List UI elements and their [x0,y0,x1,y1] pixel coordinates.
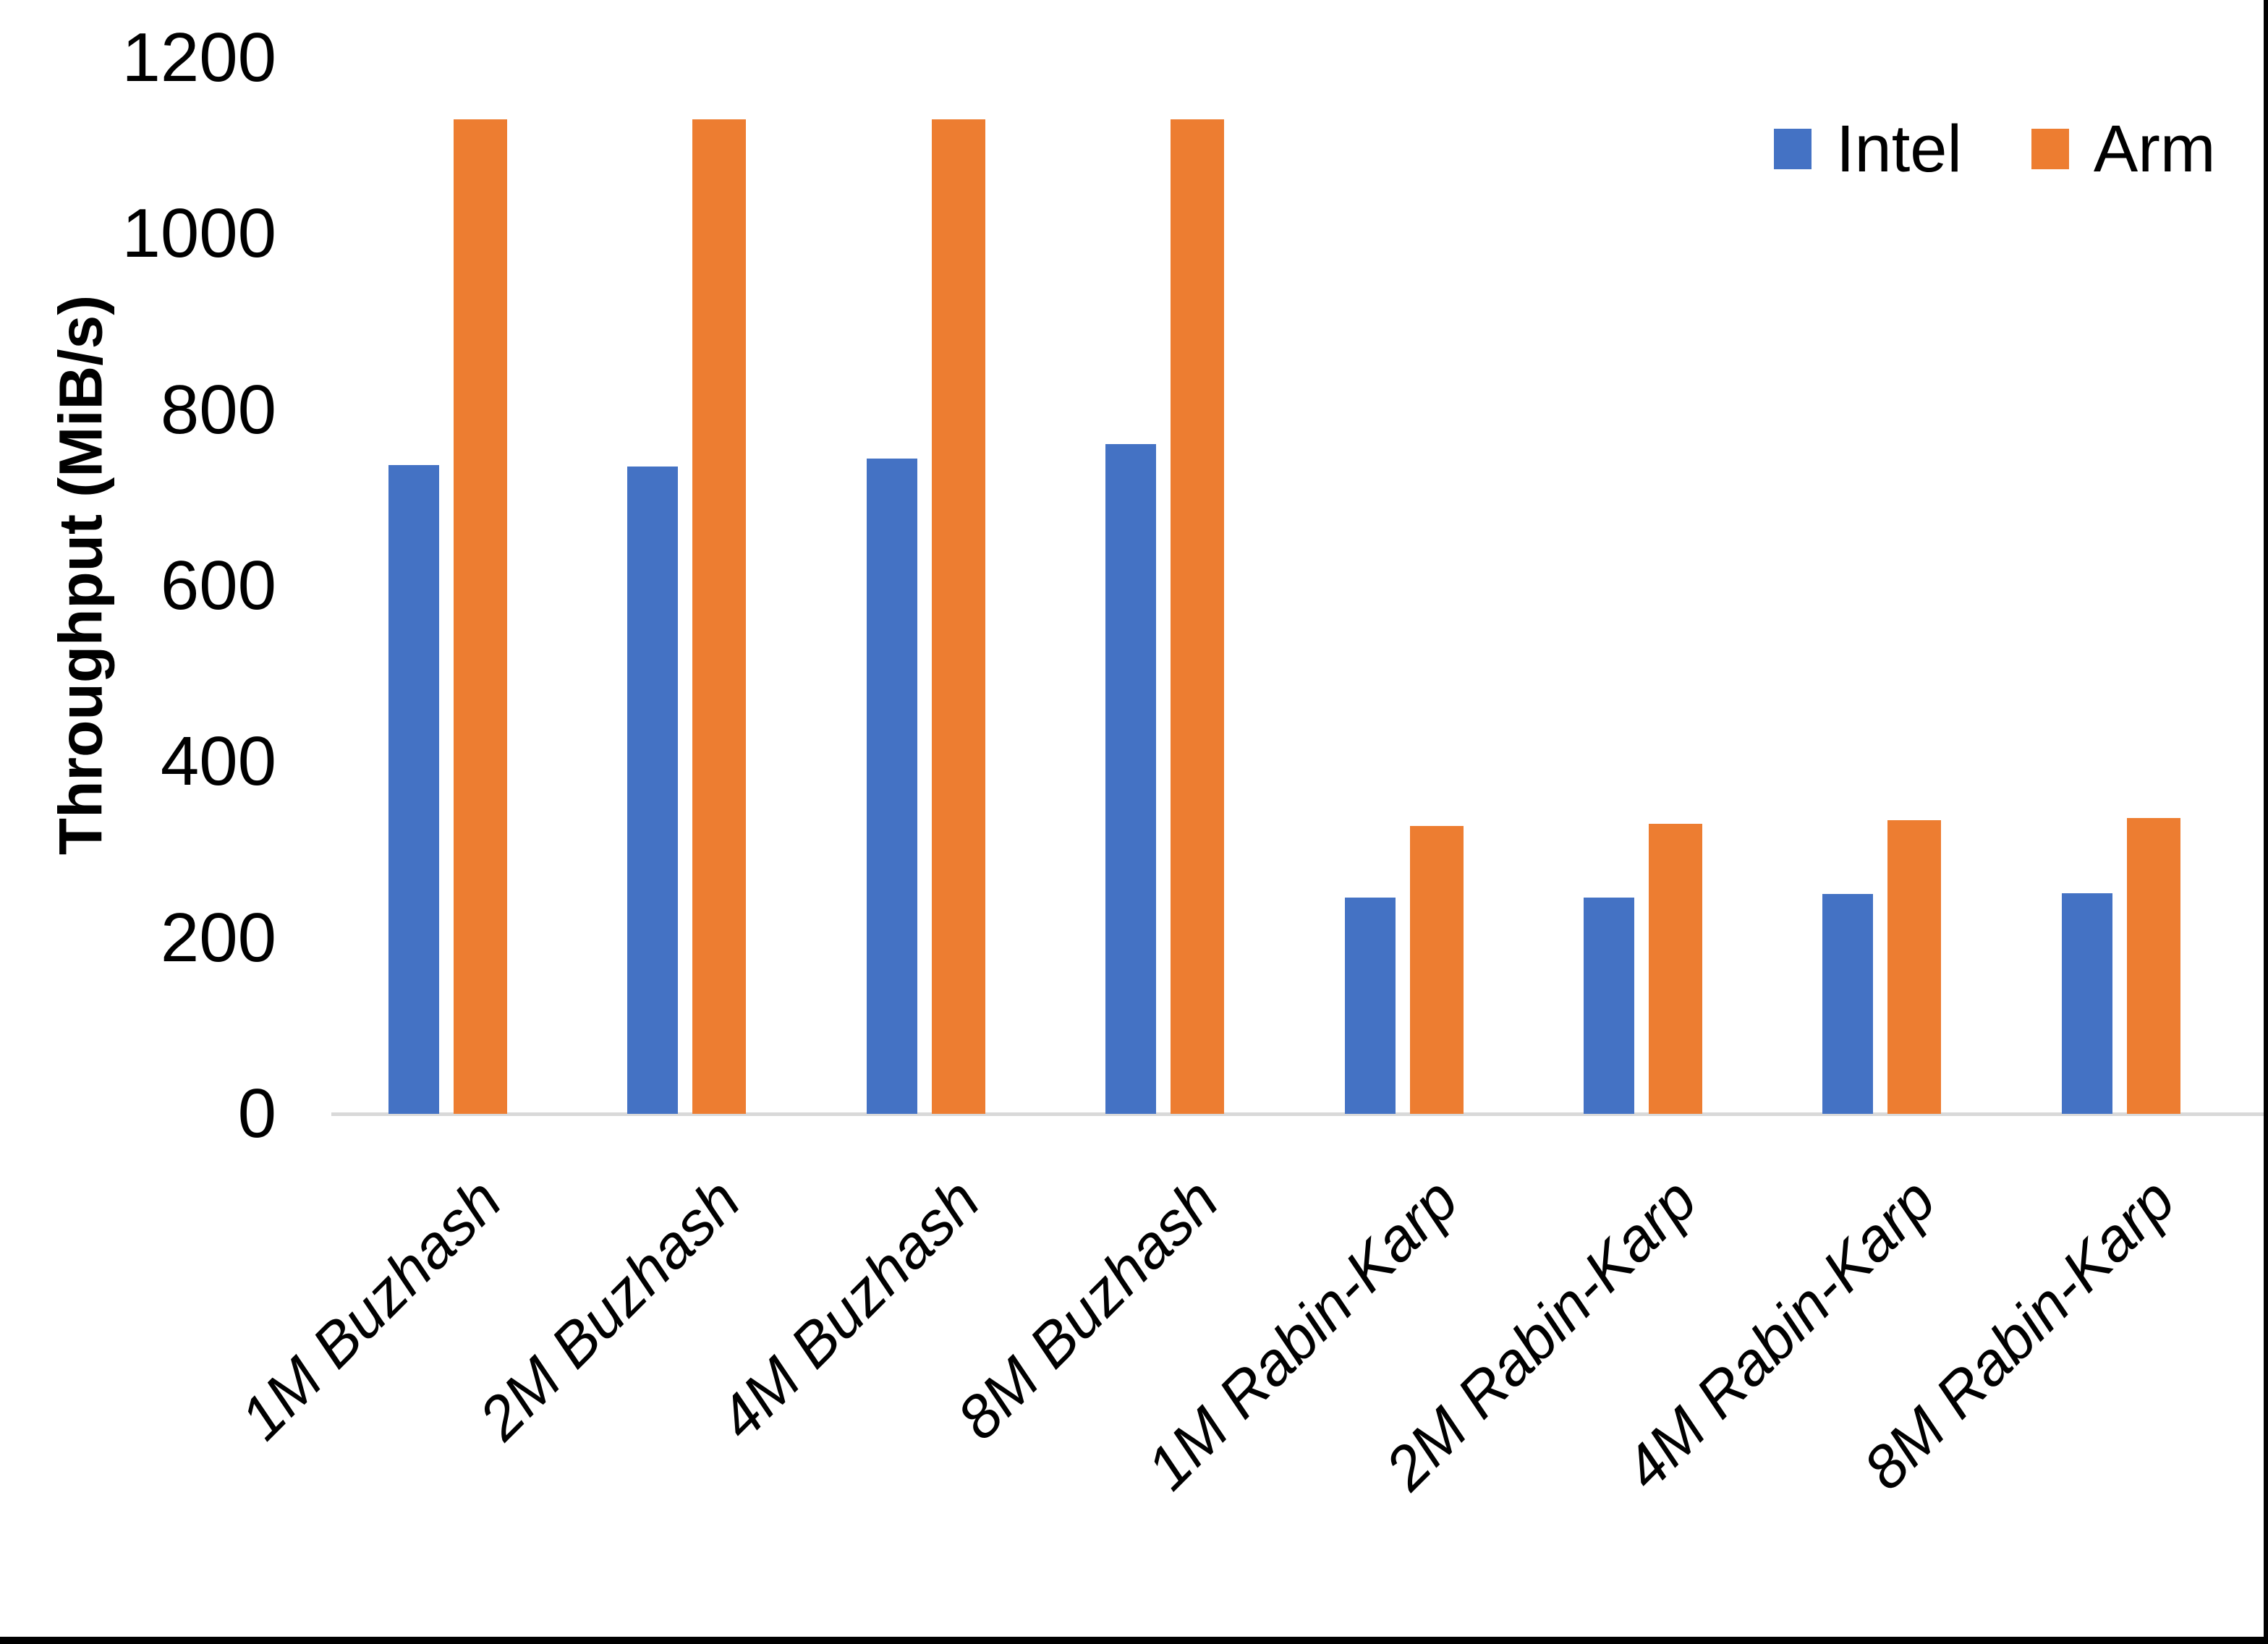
y-tick-label-400: 400 [160,723,276,801]
bar-arm-1m-rabin-karp [1409,826,1464,1114]
bar-arm-8m-buzhash [1171,119,1225,1114]
window-border-right [2264,0,2268,1644]
legend-label-intel: Intel [1836,112,1962,186]
bar-arm-4m-buzhash [931,119,985,1114]
bar-intel-4m-rabin-karp [1822,893,1874,1114]
legend-swatch-arm [2031,129,2069,169]
legend-label-arm: Arm [2093,112,2216,186]
y-tick-label-0: 0 [237,1075,276,1152]
bar-arm-4m-rabin-karp [1887,819,1942,1114]
bar-intel-8m-rabin-karp [2061,893,2112,1114]
y-tick-label-600: 600 [160,547,276,624]
bar-intel-4m-buzhash [866,458,917,1114]
bar-arm-2m-rabin-karp [1649,823,1702,1114]
y-tick-label-200: 200 [160,898,276,976]
bar-arm-8m-rabin-karp [2126,818,2180,1114]
y-tick-label-1000: 1000 [122,195,276,273]
y-tick-label-1200: 1200 [122,19,276,96]
bar-intel-2m-rabin-karp [1584,897,1634,1114]
window-border-bottom [0,1637,2268,1644]
x-axis-line [331,1112,2264,1116]
y-tick-label-800: 800 [160,370,276,448]
bar-intel-2m-buzhash [627,466,679,1114]
bar-arm-2m-buzhash [692,119,747,1114]
legend-swatch-intel [1774,129,1812,169]
bar-intel-1m-rabin-karp [1344,897,1396,1114]
bar-arm-1m-buzhash [454,119,507,1114]
bar-intel-8m-buzhash [1105,444,1157,1114]
bar-intel-1m-buzhash [388,465,439,1114]
legend: Intel Arm [1774,113,2216,185]
